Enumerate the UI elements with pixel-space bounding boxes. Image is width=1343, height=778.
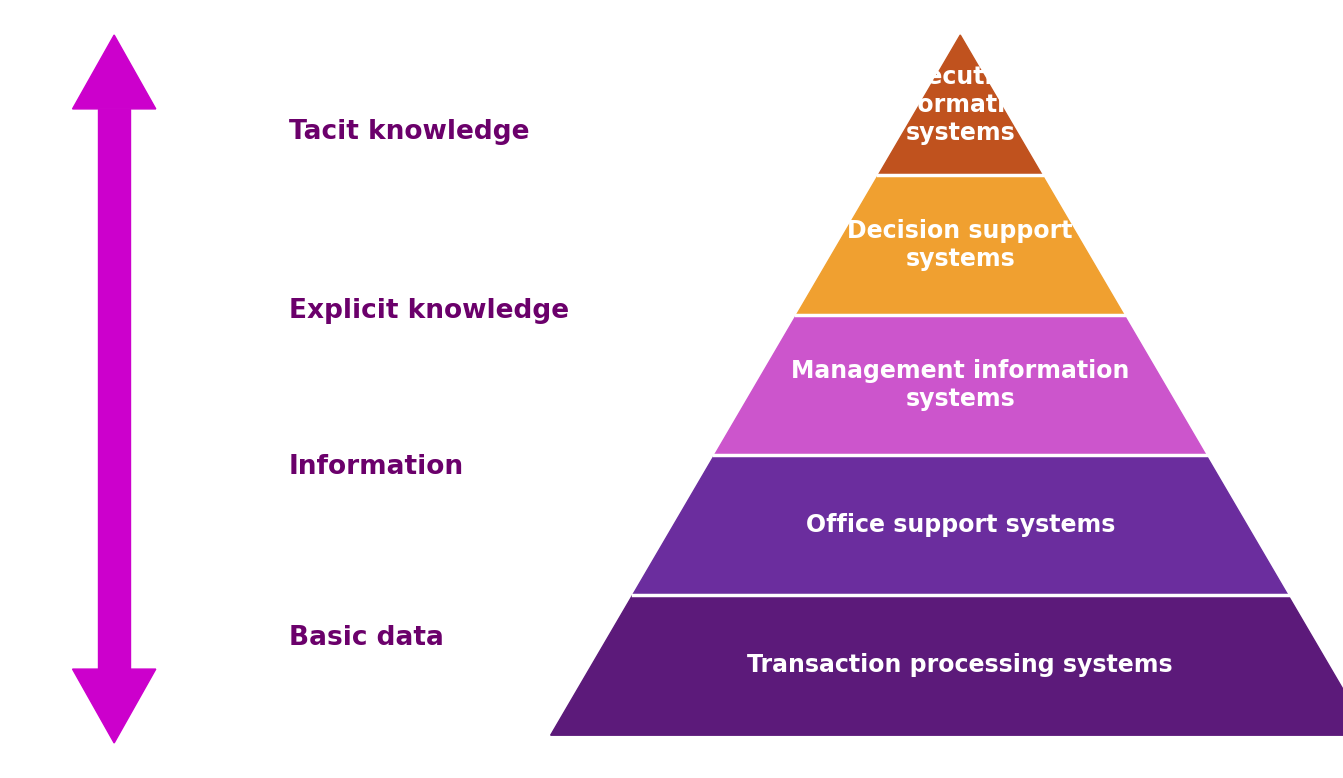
Text: Management information
systems: Management information systems: [791, 359, 1129, 411]
Text: Tacit knowledge: Tacit knowledge: [289, 119, 529, 145]
Polygon shape: [714, 315, 1206, 455]
Text: Information: Information: [289, 454, 463, 480]
Text: Office support systems: Office support systems: [806, 513, 1115, 537]
Polygon shape: [633, 455, 1288, 595]
Polygon shape: [73, 669, 156, 743]
Text: Transaction processing systems: Transaction processing systems: [748, 654, 1172, 677]
Text: Basic data: Basic data: [289, 625, 443, 651]
Text: Explicit knowledge: Explicit knowledge: [289, 298, 569, 324]
Polygon shape: [73, 35, 156, 109]
Polygon shape: [551, 595, 1343, 735]
Polygon shape: [878, 35, 1042, 175]
Text: Decision support
systems: Decision support systems: [847, 219, 1073, 271]
Bar: [98, 109, 130, 669]
Text: Executive
information
systems: Executive information systems: [882, 65, 1038, 145]
Polygon shape: [796, 175, 1124, 315]
